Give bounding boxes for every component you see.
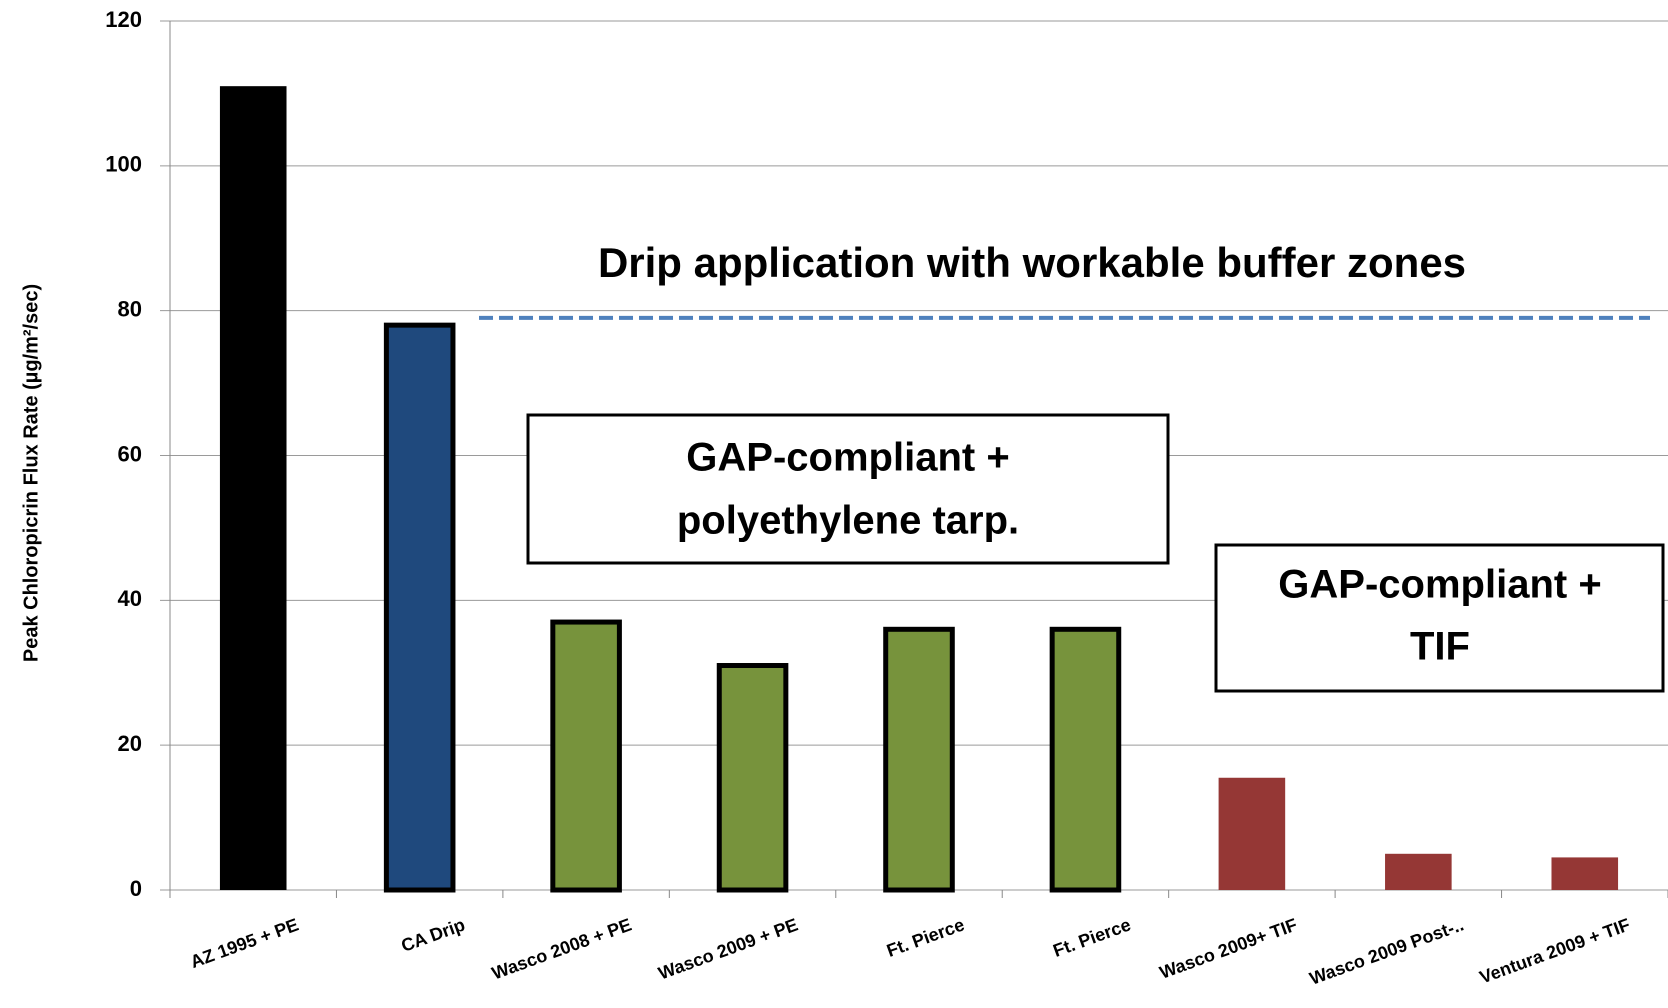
y-tick-label: 80 bbox=[118, 296, 142, 321]
y-tick-label: 20 bbox=[118, 731, 142, 756]
y-tick-label: 0 bbox=[130, 876, 142, 901]
y-tick-label: 120 bbox=[105, 7, 142, 32]
bar bbox=[383, 322, 456, 893]
bar bbox=[219, 86, 287, 891]
annotation-text: GAP-compliant + bbox=[686, 436, 1009, 480]
annotation-box bbox=[1214, 543, 1665, 693]
y-tick-label: 60 bbox=[118, 441, 142, 466]
bar bbox=[716, 663, 789, 893]
y-tick-label: 40 bbox=[118, 586, 142, 611]
annotation-text: polyethylene tarp. bbox=[677, 499, 1019, 543]
annotation-text: GAP-compliant + bbox=[1278, 563, 1601, 607]
annotation-box bbox=[526, 413, 1170, 565]
bar bbox=[550, 619, 622, 893]
bar bbox=[1049, 626, 1122, 893]
annotation-text: TIF bbox=[1410, 625, 1470, 669]
y-axis-label: Peak Chloropicrin Flux Rate (µg/m²/sec) bbox=[20, 284, 42, 662]
bar bbox=[1218, 777, 1286, 890]
reference-label: Drip application with workable buffer zo… bbox=[598, 239, 1466, 286]
bar bbox=[1551, 857, 1619, 890]
bar bbox=[1385, 853, 1452, 890]
bar bbox=[883, 626, 955, 893]
y-tick-label: 100 bbox=[105, 152, 142, 177]
